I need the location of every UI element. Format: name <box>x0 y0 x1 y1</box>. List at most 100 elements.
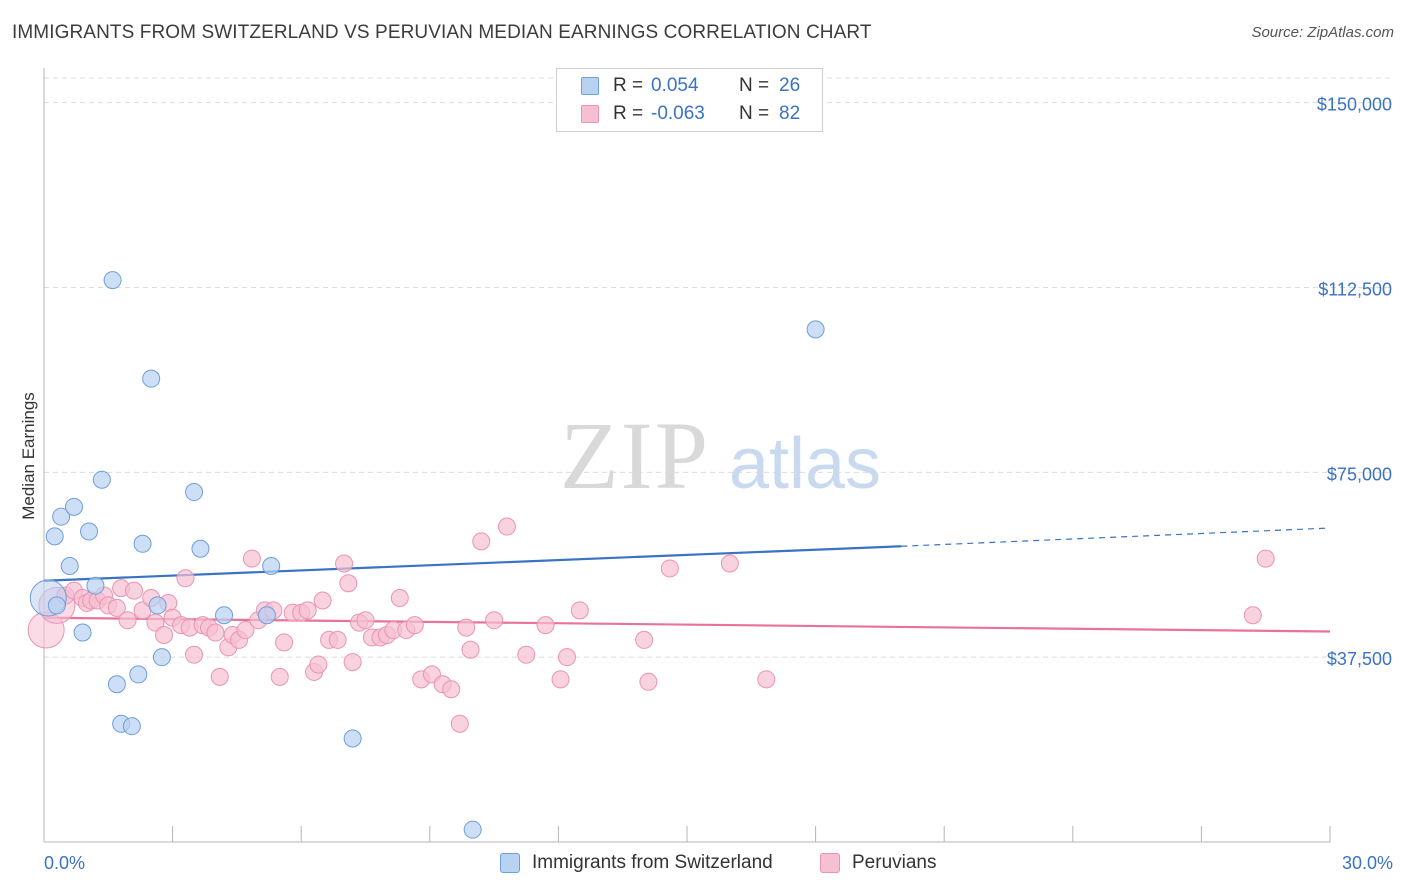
switzerland-point <box>92 470 111 489</box>
y-tick-label: $150,000 <box>1317 95 1392 115</box>
peruvians-point <box>206 623 225 642</box>
peruvians-point <box>146 613 165 632</box>
switzerland-point <box>73 623 92 642</box>
legend-row-switzerland: R = 0.054 N = 26 <box>581 73 800 99</box>
legend-swatch-blue <box>581 77 599 95</box>
switzerland-point <box>60 556 79 575</box>
peruvians-point <box>343 653 362 672</box>
y-tick-label: $75,000 <box>1327 464 1392 484</box>
legend-swatch-pink <box>581 105 599 123</box>
peruvians-point <box>551 670 570 689</box>
peruvians-point <box>1243 606 1262 625</box>
switzerland-point <box>257 606 276 625</box>
peruvians-point <box>405 616 424 635</box>
peruvians-point <box>270 667 289 686</box>
switzerland-point <box>133 534 152 553</box>
axes <box>43 68 1331 843</box>
switzerland-point <box>148 596 167 615</box>
y-axis-label: Median Earnings <box>19 392 38 520</box>
watermark: ZIP atlas <box>560 402 881 509</box>
switzerland-point <box>129 665 148 684</box>
peruvians-point <box>309 655 328 674</box>
legend-item-peruvians[interactable]: Peruvians <box>820 852 937 874</box>
legend-n-value: 26 <box>779 75 801 96</box>
y-tick-label: $37,500 <box>1327 649 1392 669</box>
legend-row-peruvians: R = -0.063 N = 82 <box>581 101 800 127</box>
peruvians-point <box>450 714 469 733</box>
chart-title: IMMIGRANTS FROM SWITZERLAND VS PERUVIAN … <box>12 22 872 43</box>
legend-r-key: R = <box>613 75 644 96</box>
legend-n-value: 82 <box>779 103 801 124</box>
stats-legend: R = 0.054 N = 26 R = -0.063 N = 82 <box>556 68 823 132</box>
series-legend: Immigrants from Switzerland Peruvians <box>0 852 1406 878</box>
peruvians-point <box>313 591 332 610</box>
switzerland-point <box>122 717 141 736</box>
switzerland-point <box>806 320 825 339</box>
switzerland-point <box>262 556 281 575</box>
switzerland-point <box>52 507 71 526</box>
legend-label-switzerland: Immigrants from Switzerland <box>532 852 773 873</box>
peruvians-point <box>557 648 576 667</box>
switzerland-point <box>463 820 482 839</box>
peruvians-point <box>570 601 589 620</box>
peruvians-point <box>107 598 126 617</box>
peruvians-point <box>472 532 491 551</box>
peruvians-point <box>335 554 354 573</box>
legend-r-key: R = <box>613 103 644 124</box>
switzerland-point <box>215 606 234 625</box>
peruvians-point <box>328 630 347 649</box>
peruvians-point <box>660 559 679 578</box>
peruvians-point <box>236 621 255 640</box>
switzerland-point <box>103 271 122 290</box>
x-tick-label: 0.0% <box>44 853 85 873</box>
legend-n-key: N = <box>739 103 770 124</box>
peruvians-point <box>298 601 317 620</box>
peruvians-point <box>536 616 555 635</box>
trend-line-switzerland-extension <box>901 527 1331 547</box>
watermark-atlas: atlas <box>729 424 881 504</box>
legend-n-key: N = <box>739 75 770 96</box>
peruvians-point <box>176 569 195 588</box>
peruvians-point <box>1256 549 1275 568</box>
peruvians-point <box>242 549 261 568</box>
axis-labels: $37,500 $75,000 $112,500 $150,000 0.0% 30.0% M… <box>19 95 1393 873</box>
peruvians-point <box>639 672 658 691</box>
peruvians-point <box>275 633 294 652</box>
peruvians-point <box>390 589 409 608</box>
legend-swatch-peruvians <box>820 853 840 873</box>
switzerland-point <box>191 539 210 558</box>
switzerland-point <box>45 527 64 546</box>
peruvians-point <box>125 581 144 600</box>
switzerland-point <box>47 596 66 615</box>
legend-swatch-switzerland <box>500 853 520 873</box>
y-tick-label: $112,500 <box>1318 279 1392 299</box>
peruvians-point <box>442 680 461 699</box>
gridlines <box>44 77 1392 658</box>
switzerland-points <box>29 271 825 839</box>
peruvians-point <box>485 611 504 630</box>
peruvians-point <box>210 667 229 686</box>
switzerland-point <box>86 576 105 595</box>
switzerland-point <box>142 369 161 388</box>
peruvians-point <box>635 630 654 649</box>
peruvians-point <box>155 625 174 644</box>
switzerland-point <box>65 497 84 516</box>
legend-label-peruvians: Peruvians <box>852 852 937 873</box>
trend-line-switzerland <box>43 545 902 582</box>
switzerland-point <box>185 483 204 502</box>
switzerland-point <box>152 648 171 667</box>
peruvians-point <box>461 640 480 659</box>
peruvians-point <box>720 554 739 573</box>
peruvians-point <box>757 670 776 689</box>
x-tick-label: 30.0% <box>1342 853 1393 873</box>
peruvians-point <box>517 645 536 664</box>
trend-lines <box>43 527 1331 633</box>
legend-r-value: 0.054 <box>651 75 699 96</box>
source-credit: Source: ZipAtlas.com <box>1251 24 1394 41</box>
switzerland-point <box>80 522 99 541</box>
peruvians-point <box>356 611 375 630</box>
switzerland-point <box>107 675 126 694</box>
peruvians-point <box>185 645 204 664</box>
legend-item-switzerland[interactable]: Immigrants from Switzerland <box>500 852 773 874</box>
